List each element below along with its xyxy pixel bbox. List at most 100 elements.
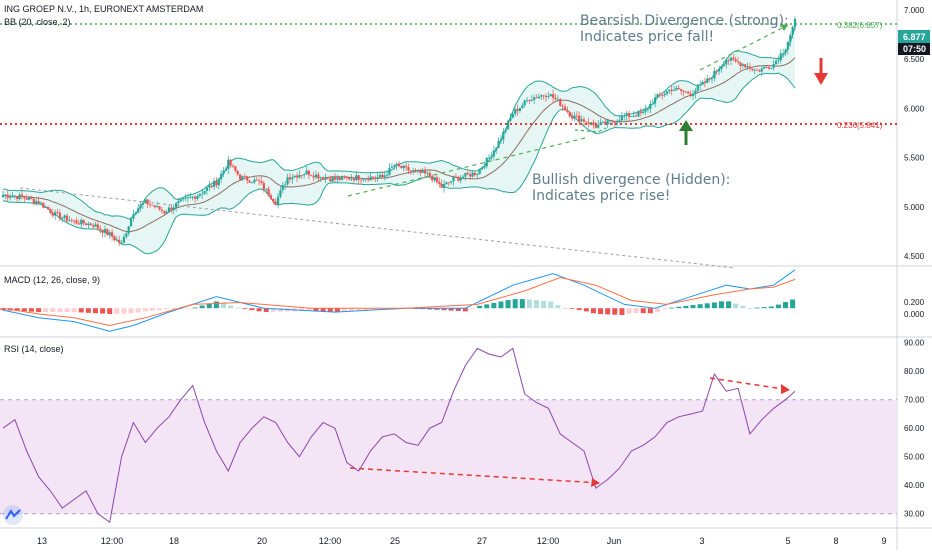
macd-histogram-bar — [356, 308, 362, 311]
candle — [369, 172, 372, 181]
candle — [405, 162, 408, 171]
rsi-tick: 30.00 — [904, 510, 925, 519]
candle — [770, 67, 773, 70]
candle — [49, 207, 52, 215]
macd-label[interactable]: MACD (12, 26, close, 9) — [4, 275, 100, 285]
price-axis[interactable]: 7.000 6.500 6.000 5.500 5.000 4.500 — [904, 6, 925, 261]
macd-histogram-bar — [462, 308, 468, 312]
candle — [466, 170, 469, 176]
macd-histogram-bar — [519, 299, 525, 309]
candle — [421, 168, 424, 174]
candle — [350, 174, 353, 182]
candle — [452, 175, 455, 186]
candle — [77, 219, 80, 225]
macd-histogram-bar — [427, 308, 433, 310]
rsi-tick: 80.00 — [904, 367, 925, 376]
candle — [464, 172, 467, 181]
candle — [137, 203, 140, 214]
candle — [713, 67, 716, 82]
candle — [414, 167, 417, 173]
candle — [727, 58, 730, 66]
macd-histogram-bar — [576, 308, 582, 311]
candle — [393, 163, 396, 170]
candle — [575, 111, 578, 120]
macd-histogram-bar — [583, 308, 589, 312]
candle — [611, 120, 614, 125]
candle — [471, 170, 474, 178]
macd-tick: 0.200 — [904, 298, 925, 307]
macd-histogram-bar — [78, 308, 84, 313]
candle — [381, 171, 384, 179]
macd-histogram-bar — [505, 300, 511, 309]
candle — [497, 137, 500, 148]
candle — [25, 194, 28, 200]
candle — [367, 175, 370, 183]
candle — [222, 167, 225, 178]
candle — [616, 119, 619, 127]
rsi-line — [2, 347, 796, 524]
candle — [383, 170, 386, 181]
candle — [241, 175, 244, 181]
macd-histogram — [0, 299, 796, 316]
candle — [537, 93, 541, 99]
macd-histogram-bar — [662, 308, 668, 310]
time-axis[interactable]: 13 12:00 18 20 12:00 25 27 12:00 Jun 3 5 8 9 — [37, 536, 887, 546]
candle — [326, 177, 329, 180]
macd-histogram-bar — [654, 308, 660, 313]
candle — [649, 100, 652, 114]
candle — [554, 93, 557, 102]
candle — [158, 206, 161, 211]
candle — [265, 188, 268, 194]
candle — [286, 173, 289, 187]
candle — [661, 92, 664, 100]
candle — [295, 172, 299, 183]
candle — [744, 64, 747, 69]
time-tick: 12:00 — [101, 536, 124, 546]
rsi-label[interactable]: RSI (14, close) — [4, 344, 64, 354]
candle — [533, 94, 536, 104]
price-tick: 6.000 — [904, 104, 925, 113]
candle — [440, 179, 443, 188]
candle — [291, 173, 294, 185]
macd-histogram-bar — [434, 308, 440, 310]
time-tick: 27 — [477, 536, 487, 546]
candle — [642, 108, 645, 115]
candle — [201, 189, 204, 199]
macd-histogram-bar — [107, 308, 113, 314]
candle — [156, 201, 159, 208]
tradingview-logo-icon[interactable] — [3, 505, 23, 525]
candle — [625, 111, 628, 121]
candle — [331, 175, 334, 184]
macd-histogram-bar — [598, 308, 604, 315]
candle — [746, 62, 749, 71]
candle — [518, 107, 522, 114]
candle — [371, 175, 375, 181]
candle — [433, 176, 436, 183]
candle — [103, 225, 107, 238]
macd-histogram-bar — [263, 308, 269, 312]
candle — [220, 170, 223, 184]
candle — [476, 172, 479, 179]
candle — [623, 112, 626, 121]
candle — [317, 171, 320, 182]
candle — [789, 32, 792, 47]
candle — [741, 63, 744, 69]
time-tick: 8 — [833, 536, 838, 546]
macd-histogram-bar — [555, 305, 561, 309]
candle — [407, 163, 410, 174]
time-tick: 3 — [699, 536, 704, 546]
candle — [253, 176, 256, 185]
candle — [243, 173, 246, 178]
candle — [438, 177, 441, 188]
time-tick: 25 — [390, 536, 400, 546]
macd-histogram-bar — [192, 307, 198, 309]
macd-histogram-bar — [21, 308, 27, 312]
bb-indicator-label[interactable]: BB (20, close, 2) — [4, 17, 71, 27]
candle — [281, 181, 284, 193]
candle — [582, 116, 586, 127]
candle — [646, 107, 650, 114]
candle — [184, 194, 187, 202]
candle — [694, 87, 697, 99]
